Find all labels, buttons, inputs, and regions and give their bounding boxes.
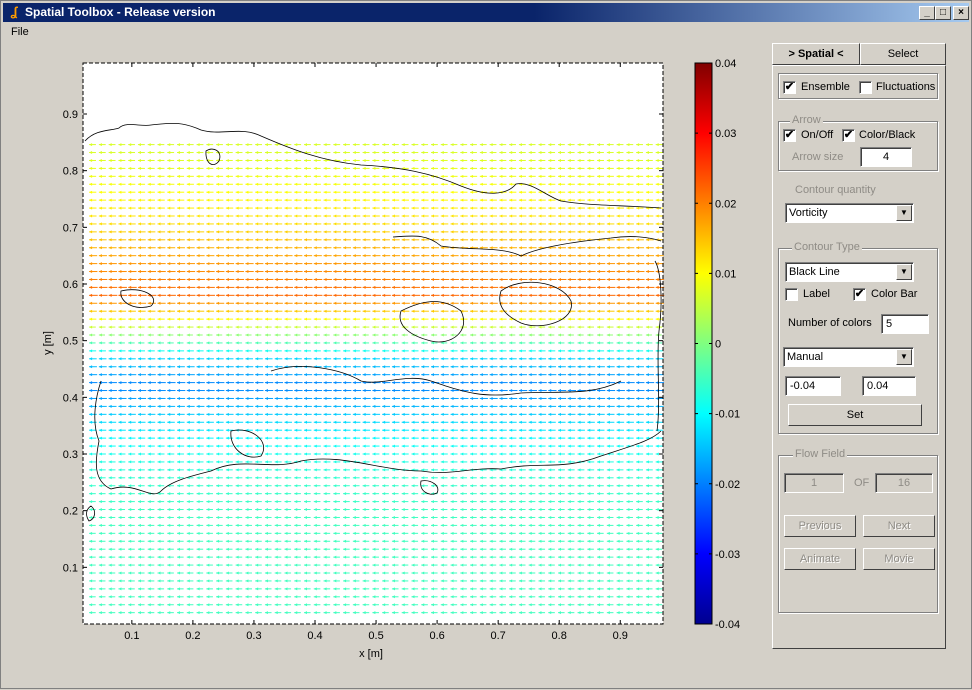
minimize-button[interactable]: _ <box>919 6 935 20</box>
maximize-button[interactable]: □ <box>935 6 951 20</box>
close-button[interactable]: × <box>953 6 969 20</box>
